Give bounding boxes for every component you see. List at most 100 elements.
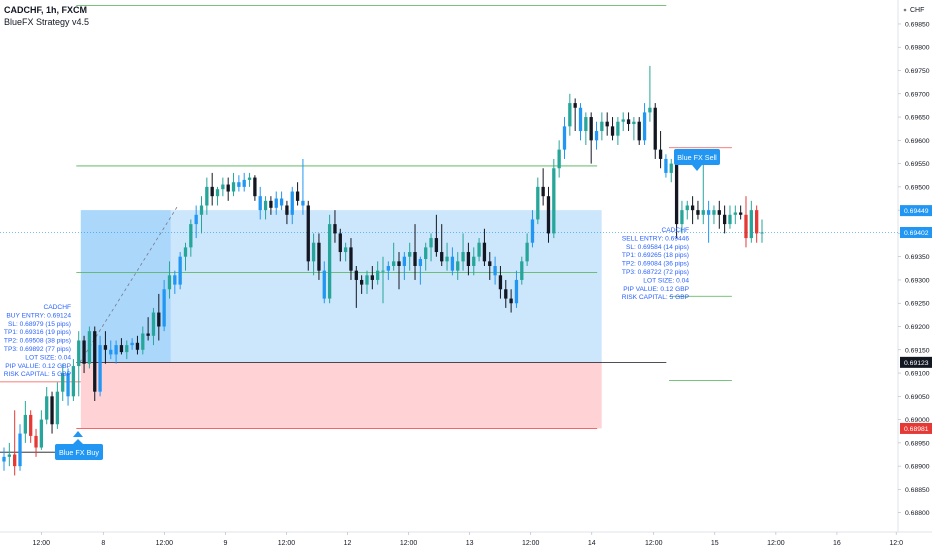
candle-body [98,345,102,392]
candle-body [114,345,118,355]
candle-body [263,200,268,211]
buy-info-line: LOT SIZE: 0.04 [25,354,71,361]
price-tick-label: 0.69300 [905,277,930,284]
candle-body [482,242,487,262]
candle-body [472,256,476,266]
buy-info-line: CADCHF [44,304,71,311]
candle-body [488,261,492,266]
buy-signal-label: Blue FX Buy [59,448,99,457]
candle-body [760,232,764,234]
time-tick-label: 12 [344,540,352,547]
price-label-value: 0.69402 [904,230,929,237]
buy-signal-box[interactable] [55,444,103,460]
red-zone [80,362,602,429]
time-tick-label: 12:0 [889,540,903,547]
price-tick-label: 0.69500 [905,184,930,191]
price-tick-label: 0.69850 [905,21,930,28]
candle-body [146,333,150,336]
candle-body [557,149,561,169]
candle-body [253,177,257,197]
sell-signal-box[interactable] [674,149,720,165]
candle-body [738,212,743,215]
time-tick-label: 15 [711,540,719,547]
candle-body [50,396,54,425]
sell-info-line: SELL ENTRY: 0.69446 [622,235,689,242]
candle-body [461,252,465,262]
candle-body [45,396,49,420]
candle-body [167,275,172,290]
candle-body [706,210,711,215]
candle-body [669,163,673,173]
candle-body [600,121,604,132]
candle-body [573,103,577,108]
candle-body [653,107,657,150]
sell-info-line: CADCHF [662,227,689,234]
buy-info-line: TP3: 0.69892 (77 pips) [4,346,71,353]
candle-body [343,247,348,253]
candle-body [130,342,134,346]
buy-signal-arrow[interactable] [73,431,83,437]
candle-body [39,419,44,448]
price-tick-label: 0.69700 [905,91,930,98]
candle-body [589,117,593,141]
candle-body [701,210,705,215]
candle-body [71,366,76,397]
candle-body [397,261,401,266]
price-tick-label: 0.68900 [905,464,930,471]
candle-body [605,121,609,127]
sell-info-line: TP2: 0.69084 (36 pips) [622,261,689,268]
candle-body [664,158,668,173]
candle-body [103,345,108,350]
buy-info-line: RISK CAPITAL: 5 GBP [4,371,72,378]
candle-body [493,266,497,276]
currency-dot-icon [903,8,907,12]
time-tick-label: 12:00 [767,540,785,547]
candle-body [295,191,300,201]
candle-body [509,298,513,304]
candle-body [173,275,177,285]
candle-body [584,117,588,132]
price-tick-label: 0.69000 [905,417,930,424]
candle-body [466,252,471,266]
candle-body [301,200,305,206]
price-tick-label: 0.68800 [905,510,930,517]
candle-body [29,414,33,436]
candle-body [55,391,60,425]
candle-body [306,205,310,262]
candle-body [77,340,81,367]
price-tick-label: 0.69350 [905,254,930,261]
candle-body [274,198,278,208]
candle-body [322,270,326,299]
candle-body [258,196,262,211]
candle-body [541,186,545,197]
buy-info-line: TP2: 0.69508 (38 pips) [4,338,71,345]
candle-body [242,179,246,187]
candle-body [381,270,385,272]
time-tick-label: 14 [588,540,596,547]
candle-body [722,214,727,225]
candle-body [215,189,220,197]
sell-signal-pointer [692,165,702,171]
candle-body [7,454,11,457]
candle-body [338,233,342,253]
time-tick-label: 12:00 [400,540,418,547]
candle-body [365,275,369,285]
price-label-value: 0.68981 [904,426,929,433]
price-label-value: 0.69449 [904,208,929,215]
candle-body [562,126,567,150]
candle-body [247,177,252,180]
candle-body [525,242,529,262]
time-tick-label: 12:00 [33,540,51,547]
time-tick-label: 12:00 [156,540,174,547]
candle-body [717,210,721,215]
sell-info-line: RISK CAPITAL: 5 GBP [622,294,690,301]
candle-body [189,224,193,248]
candle-body [205,186,209,206]
sell-info-line: TP3: 0.68722 (72 pips) [622,269,689,276]
price-axis-currency: CHF [910,7,924,14]
price-tick-label: 0.69750 [905,68,930,75]
chart-symbol-header: CADCHF, 1h, FXCM [4,5,87,15]
candle-body [327,224,332,299]
candle-body [386,266,390,271]
